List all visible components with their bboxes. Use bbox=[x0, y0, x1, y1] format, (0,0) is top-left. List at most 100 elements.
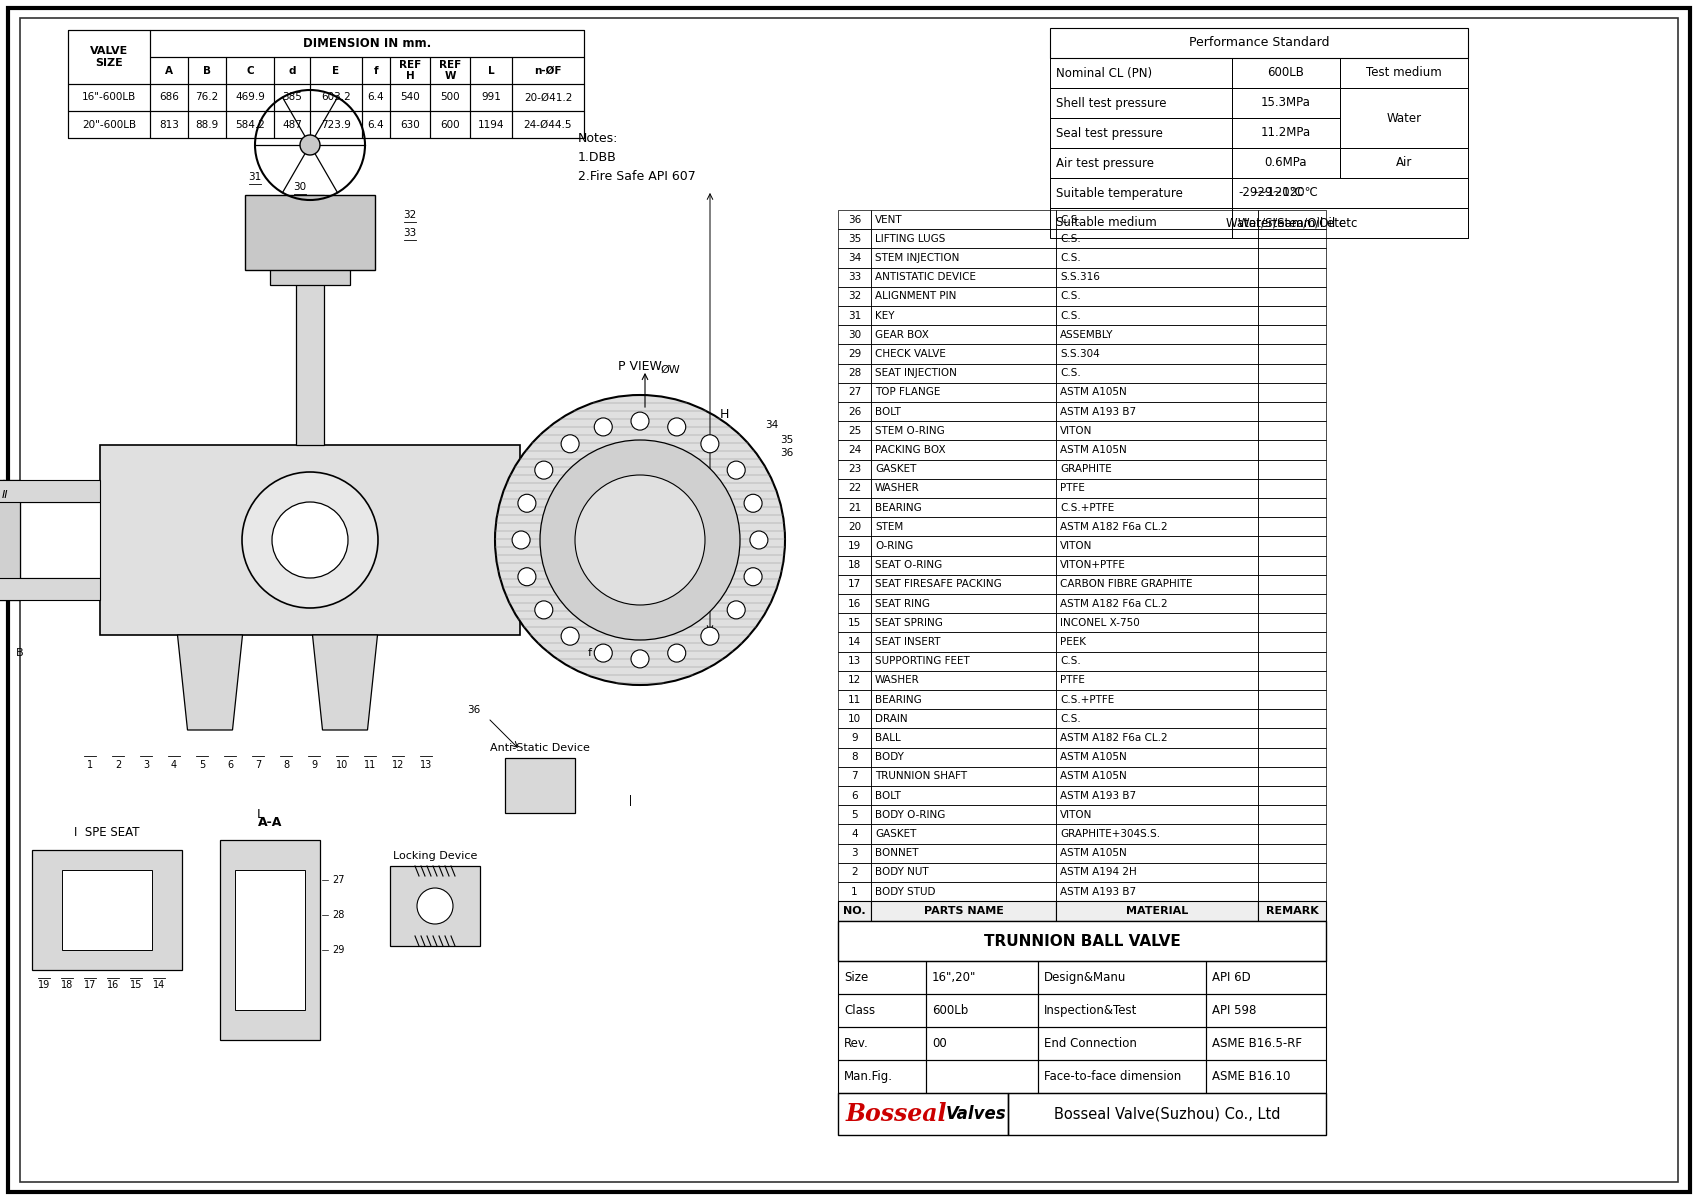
Text: Notes:: Notes: bbox=[577, 132, 618, 145]
Bar bbox=[226, 56, 273, 84]
Text: 15.3MPa: 15.3MPa bbox=[1262, 96, 1311, 109]
Text: PARTS NAME: PARTS NAME bbox=[924, 906, 1004, 917]
Circle shape bbox=[667, 418, 686, 436]
Bar bbox=[1340, 88, 1469, 118]
Bar bbox=[1056, 786, 1258, 805]
Bar bbox=[1258, 671, 1326, 690]
Text: C.S.+PTFE: C.S.+PTFE bbox=[1060, 695, 1114, 704]
Circle shape bbox=[518, 568, 537, 586]
Bar bbox=[839, 995, 925, 1027]
Bar bbox=[1258, 748, 1326, 767]
Bar bbox=[839, 556, 871, 575]
Bar bbox=[68, 84, 149, 110]
Bar bbox=[1258, 632, 1326, 652]
Text: II: II bbox=[2, 490, 8, 500]
Text: GASKET: GASKET bbox=[874, 829, 917, 839]
Text: KEY: KEY bbox=[874, 311, 895, 320]
Text: 9: 9 bbox=[311, 760, 318, 770]
Text: 33: 33 bbox=[404, 228, 416, 238]
Text: 2: 2 bbox=[851, 868, 857, 877]
Text: 30: 30 bbox=[294, 182, 307, 192]
Circle shape bbox=[667, 644, 686, 662]
Bar bbox=[871, 364, 1056, 383]
Text: TOP FLANGE: TOP FLANGE bbox=[874, 388, 941, 397]
Text: BEARING: BEARING bbox=[874, 503, 922, 512]
Text: 32: 32 bbox=[847, 292, 861, 301]
Text: VITON: VITON bbox=[1060, 810, 1092, 820]
Text: ASTM A182 F6a CL.2: ASTM A182 F6a CL.2 bbox=[1060, 733, 1168, 743]
Bar bbox=[871, 632, 1056, 652]
Bar bbox=[1258, 325, 1326, 344]
Bar bbox=[839, 652, 871, 671]
Text: BALL: BALL bbox=[874, 733, 900, 743]
Bar bbox=[839, 229, 871, 248]
Text: 35: 35 bbox=[847, 234, 861, 244]
Bar bbox=[513, 110, 584, 138]
Bar bbox=[871, 690, 1056, 709]
Bar bbox=[470, 84, 513, 110]
Text: 36: 36 bbox=[467, 704, 481, 715]
Text: BODY STUD: BODY STUD bbox=[874, 887, 936, 896]
Bar bbox=[1340, 148, 1469, 178]
Text: L: L bbox=[487, 66, 494, 76]
Text: 469.9: 469.9 bbox=[234, 92, 265, 102]
Bar bbox=[391, 84, 430, 110]
Bar bbox=[871, 575, 1056, 594]
Bar bbox=[1258, 268, 1326, 287]
Bar bbox=[1056, 882, 1258, 901]
Text: 29: 29 bbox=[333, 946, 345, 955]
Bar bbox=[1049, 148, 1233, 178]
Bar bbox=[1258, 613, 1326, 632]
Bar bbox=[391, 866, 481, 946]
Text: BODY NUT: BODY NUT bbox=[874, 868, 929, 877]
Text: 22: 22 bbox=[847, 484, 861, 493]
Bar bbox=[839, 325, 871, 344]
Bar bbox=[925, 995, 1037, 1027]
Bar bbox=[839, 344, 871, 364]
Text: VENT: VENT bbox=[874, 215, 903, 224]
Text: API 598: API 598 bbox=[1212, 1004, 1257, 1018]
Text: 27: 27 bbox=[333, 875, 345, 886]
Bar bbox=[245, 194, 375, 270]
Bar bbox=[1258, 709, 1326, 728]
Bar bbox=[839, 805, 871, 824]
Text: 9: 9 bbox=[851, 733, 857, 743]
Text: Man.Fig.: Man.Fig. bbox=[844, 1070, 893, 1084]
Text: 32: 32 bbox=[404, 210, 416, 220]
Bar bbox=[0, 480, 100, 502]
Text: f: f bbox=[374, 66, 379, 76]
Bar bbox=[311, 110, 362, 138]
Text: C.S.: C.S. bbox=[1060, 714, 1080, 724]
Bar bbox=[839, 961, 925, 995]
Bar bbox=[871, 767, 1056, 786]
Bar bbox=[1056, 709, 1258, 728]
Polygon shape bbox=[312, 635, 377, 730]
Bar bbox=[839, 517, 871, 536]
Bar bbox=[1056, 268, 1258, 287]
Bar bbox=[391, 56, 430, 84]
Bar bbox=[1258, 824, 1326, 844]
Bar bbox=[871, 824, 1056, 844]
Text: ASTM A194 2H: ASTM A194 2H bbox=[1060, 868, 1136, 877]
Bar bbox=[1258, 863, 1326, 882]
Circle shape bbox=[560, 628, 579, 646]
Bar bbox=[1258, 344, 1326, 364]
Bar bbox=[871, 325, 1056, 344]
Text: LIFTING LUGS: LIFTING LUGS bbox=[874, 234, 946, 244]
Text: f: f bbox=[588, 648, 593, 658]
Text: 600: 600 bbox=[440, 120, 460, 130]
Text: 5: 5 bbox=[851, 810, 857, 820]
Circle shape bbox=[272, 502, 348, 578]
Text: C.S.: C.S. bbox=[1060, 368, 1080, 378]
Bar bbox=[1056, 556, 1258, 575]
Bar bbox=[1258, 306, 1326, 325]
Text: n-ØF: n-ØF bbox=[535, 66, 562, 76]
Bar bbox=[1056, 863, 1258, 882]
Bar bbox=[1049, 118, 1233, 148]
Bar bbox=[1056, 248, 1258, 268]
Text: Class: Class bbox=[844, 1004, 874, 1018]
Text: Air: Air bbox=[1396, 156, 1413, 169]
Bar bbox=[1206, 1061, 1326, 1093]
Text: STEM O-RING: STEM O-RING bbox=[874, 426, 944, 436]
Text: 3: 3 bbox=[143, 760, 149, 770]
